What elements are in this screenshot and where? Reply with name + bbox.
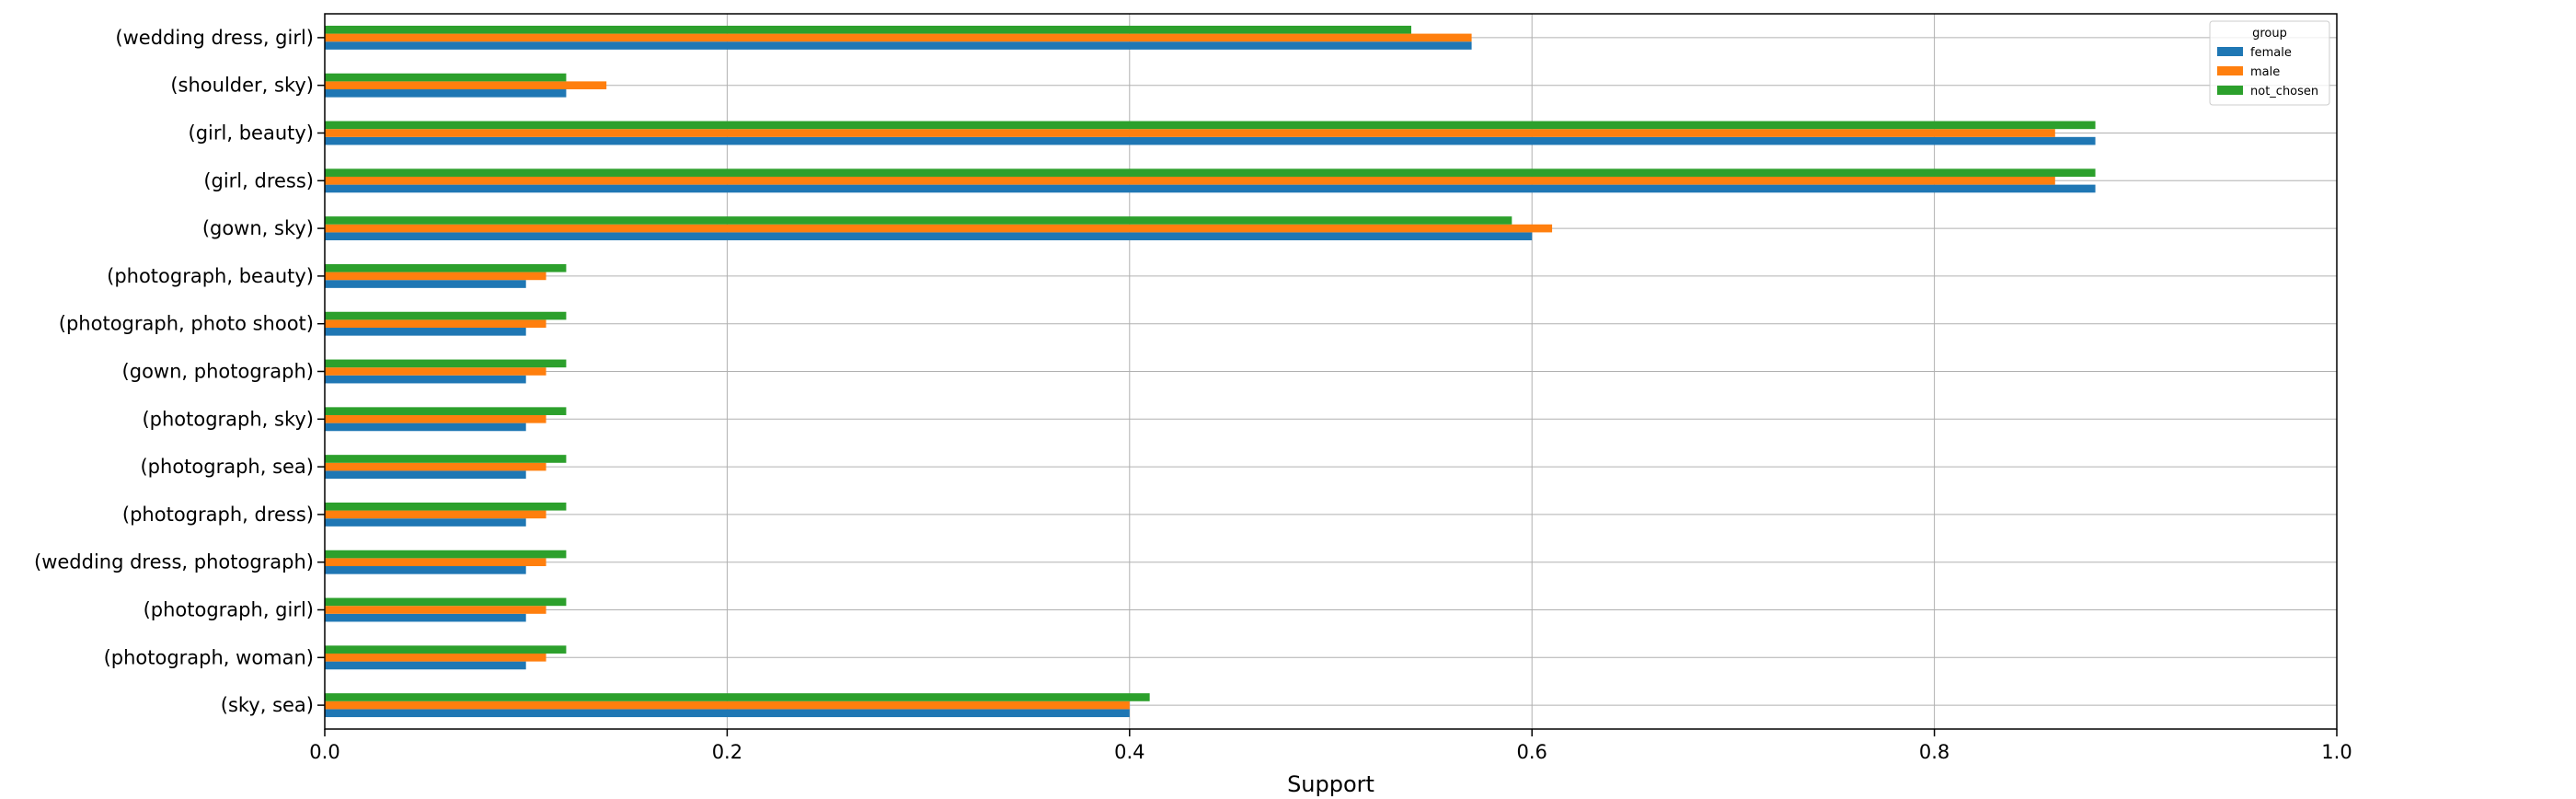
bar-female: [325, 613, 526, 622]
bar-male: [325, 224, 1553, 233]
y-tick-label: (photograph, woman): [104, 646, 314, 668]
bar-female: [325, 518, 526, 527]
bar-female: [325, 566, 526, 574]
bar-male: [325, 606, 546, 614]
y-tick-label: (photograph, dress): [122, 504, 314, 526]
legend: group female male not_chosen: [2209, 20, 2330, 106]
bar-male: [325, 414, 546, 423]
legend-swatch-female: [2217, 47, 2243, 56]
legend-box: [2209, 20, 2330, 106]
bar-female: [325, 709, 1130, 718]
bar-male: [325, 558, 546, 567]
y-tick-label: (photograph, photo shoot): [59, 313, 314, 335]
bar-not_chosen: [325, 25, 1411, 34]
y-tick-label: (shoulder, sky): [170, 75, 314, 97]
bar-female: [325, 232, 1533, 241]
bar-not_chosen: [325, 550, 567, 559]
bar-female: [325, 328, 526, 336]
y-tick-label: (wedding dress, girl): [115, 27, 314, 49]
x-axis-title: Support: [1287, 771, 1374, 797]
x-tick-label: 0.4: [1114, 741, 1144, 763]
x-tick-label: 0.6: [1516, 741, 1547, 763]
bar-not_chosen: [325, 168, 2096, 177]
legend-label-male: male: [2250, 65, 2280, 79]
bar-female: [325, 41, 1472, 50]
bar-not_chosen: [325, 693, 1150, 701]
legend-swatch-male: [2217, 66, 2243, 75]
bar-female: [325, 136, 2096, 145]
y-tick-label: (photograph, beauty): [107, 265, 314, 287]
bars: [325, 25, 2096, 718]
legend-items: female male not_chosen: [2217, 46, 2318, 98]
bar-female: [325, 184, 2096, 193]
legend-label-female: female: [2250, 46, 2292, 60]
bar-not_chosen: [325, 359, 567, 368]
legend-title: group: [2252, 27, 2287, 41]
x-tick-label: 0.0: [309, 741, 339, 763]
bar-not_chosen: [325, 597, 567, 607]
bar-male: [325, 701, 1130, 710]
bar-not_chosen: [325, 407, 567, 415]
bar-not_chosen: [325, 455, 567, 463]
legend-swatch-not_chosen: [2217, 86, 2243, 95]
bar-female: [325, 661, 526, 670]
y-tick-label: (girl, dress): [203, 169, 314, 191]
x-tick-label: 0.8: [1919, 741, 1949, 763]
bar-male: [325, 81, 607, 90]
bar-male: [325, 129, 2055, 137]
x-axis-ticks: 0.0 0.2 0.4 0.6 0.8 1.0: [309, 729, 2352, 763]
bar-not_chosen: [325, 502, 567, 511]
bar-male: [325, 367, 546, 376]
bar-female: [325, 375, 526, 384]
bar-male: [325, 462, 546, 471]
y-axis-ticks: (wedding dress, girl) (shoulder, sky) (gir…: [34, 27, 325, 716]
bar-female: [325, 423, 526, 432]
bar-female: [325, 89, 567, 98]
bar-male: [325, 319, 546, 329]
y-tick-label: (girl, beauty): [189, 122, 314, 145]
y-tick-label: (photograph, sky): [142, 408, 314, 430]
y-tick-label: (photograph, sea): [140, 456, 314, 478]
bar-male: [325, 176, 2055, 185]
y-tick-label: (sky, sea): [221, 694, 314, 716]
bar-not_chosen: [325, 263, 567, 272]
y-tick-label: (gown, photograph): [122, 361, 314, 383]
bar-male: [325, 510, 546, 519]
bar-female: [325, 280, 526, 288]
bar-not_chosen: [325, 645, 567, 654]
bar-not_chosen: [325, 216, 1512, 225]
x-tick-label: 1.0: [2321, 741, 2352, 763]
bar-not_chosen: [325, 73, 567, 82]
legend-label-not_chosen: not_chosen: [2250, 85, 2318, 98]
y-tick-label: (gown, sky): [202, 217, 314, 239]
y-tick-label: (wedding dress, photograph): [34, 551, 314, 573]
y-tick-label: (photograph, girl): [144, 599, 314, 621]
bar-not_chosen: [325, 311, 567, 320]
bar-not_chosen: [325, 121, 2096, 130]
x-tick-label: 0.2: [712, 741, 742, 763]
bar-male: [325, 653, 546, 662]
bar-male: [325, 272, 546, 281]
bar-male: [325, 33, 1472, 42]
bar-female: [325, 470, 526, 480]
